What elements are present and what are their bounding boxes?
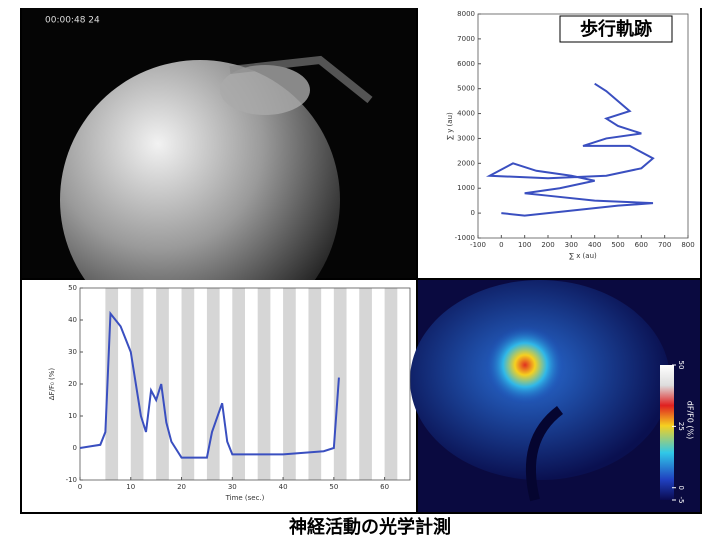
x-tick-label: 700 [658, 241, 671, 249]
y-tick-label: 7000 [457, 35, 475, 43]
y-tick-label: 50 [68, 284, 77, 292]
x-tick-label: 30 [228, 483, 237, 491]
x-tick-label: 0 [499, 241, 503, 249]
y-tick-label: 2000 [457, 159, 475, 167]
x-tick-label: 500 [611, 241, 624, 249]
stimulus-band [333, 288, 347, 480]
y-tick-label: 10 [68, 412, 77, 420]
x-tick-label: 800 [681, 241, 694, 249]
plot-area [477, 13, 689, 239]
x-tick-label: -100 [470, 241, 486, 249]
colorbar-tick-label: 0 [677, 485, 685, 489]
x-axis-label: Time (sec.) [225, 494, 265, 502]
chart-title: 歩行軌跡 [580, 18, 652, 40]
colorbar-label: dF/F0 (%) [686, 401, 695, 439]
y-tick-label: 8000 [457, 10, 475, 18]
y-tick-label: 30 [68, 348, 77, 356]
stimulus-band [232, 288, 245, 480]
y-tick-label: 5000 [457, 85, 475, 93]
x-tick-label: 200 [541, 241, 554, 249]
trajectory-panel [418, 8, 700, 278]
stimulus-band [384, 288, 398, 480]
y-tick-label: 4000 [457, 110, 475, 118]
x-tick-label: 50 [329, 483, 338, 491]
series-line [79, 310, 340, 459]
timestamp: 00:00:48 24 [45, 16, 100, 26]
x-tick-label: 40 [279, 483, 288, 491]
y-axis-label: ∑ y (au) [446, 112, 454, 140]
x-tick-label: 0 [78, 483, 82, 491]
fly-photo: 00:00:48 24 [22, 8, 416, 340]
y-tick-label: 20 [68, 380, 77, 388]
calcium-image: dF/F0 (%) [410, 280, 700, 512]
y-tick-label: 0 [471, 209, 475, 217]
stimulus-band [206, 288, 220, 480]
x-tick-label: 100 [518, 241, 531, 249]
stimulus-band [283, 288, 296, 480]
x-tick-label: 20 [177, 483, 186, 491]
y-tick-label: -1000 [455, 234, 475, 242]
y-tick-label: 6000 [457, 60, 475, 68]
colorbar-tick-label: -5 [677, 497, 685, 504]
series-line [485, 82, 655, 217]
stimulus-band [130, 288, 144, 480]
caption: 神経活動の光学計測 [289, 516, 451, 538]
stimulus-band [308, 288, 322, 480]
colorbar [660, 365, 674, 500]
y-tick-label: 3000 [457, 134, 475, 142]
x-tick-label: 10 [126, 483, 135, 491]
x-axis-label: ∑ x (au) [569, 252, 597, 260]
x-tick-label: 400 [588, 241, 601, 249]
stimulus-band [181, 288, 195, 480]
y-tick-label: -10 [66, 476, 77, 484]
y-axis-label: ΔF/F₀ (%) [48, 368, 56, 401]
y-tick-label: 1000 [457, 184, 475, 192]
x-tick-label: 300 [565, 241, 578, 249]
stimulus-band [257, 288, 271, 480]
y-tick-label: 0 [73, 444, 77, 452]
colorbar-tick-label: 25 [677, 422, 685, 431]
colorbar-tick-label: 50 [677, 361, 685, 370]
x-tick-label: 600 [635, 241, 648, 249]
x-tick-label: 60 [380, 483, 389, 491]
y-tick-label: 40 [68, 316, 77, 324]
stimulus-band [359, 288, 372, 480]
title-box [559, 15, 673, 43]
stimulus-band [156, 288, 169, 480]
